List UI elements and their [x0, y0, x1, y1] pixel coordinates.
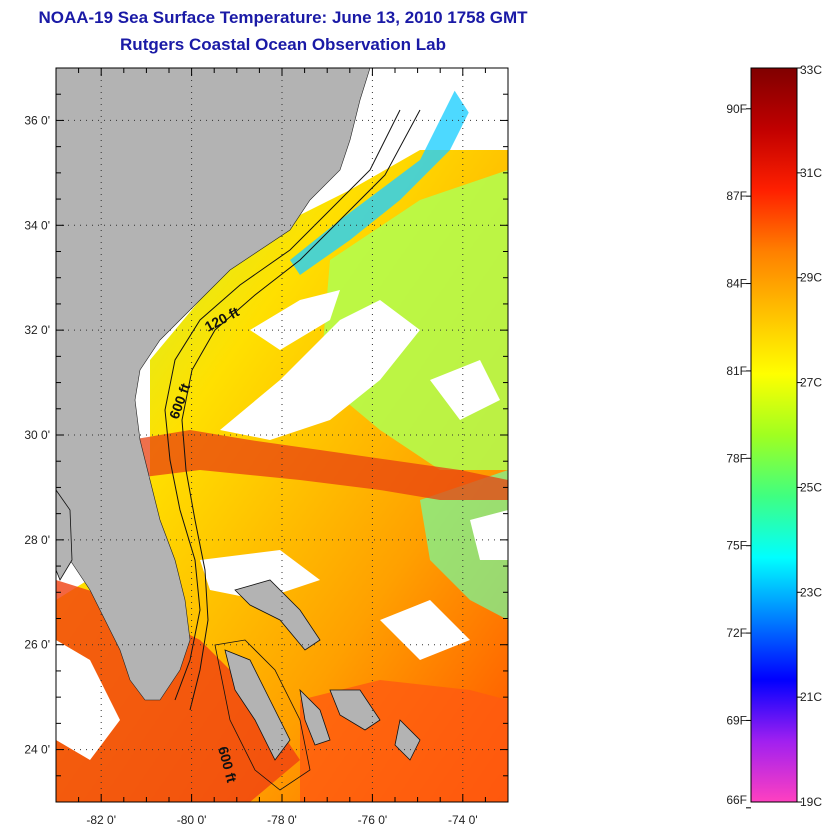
lat-tick-label: 34 0'	[24, 218, 50, 232]
celsius-label: 27C	[800, 376, 822, 390]
celsius-label: 19C	[800, 795, 822, 809]
contour-120ft	[164, 109, 401, 701]
lon-tick-label: -78 0'	[267, 813, 297, 827]
contour-bahamas	[214, 639, 311, 791]
page-subtitle: Rutgers Coastal Ocean Observation Lab	[120, 35, 446, 54]
fahrenheit-label: 72F	[726, 626, 747, 640]
fahrenheit-label: 69F	[726, 713, 747, 727]
celsius-label: 23C	[800, 585, 822, 599]
colorbar-scale	[750, 67, 798, 803]
fahrenheit-label: 84F	[726, 277, 747, 291]
celsius-label: 33C	[800, 63, 822, 77]
contour-600ft	[181, 109, 421, 711]
colorbar-fahrenheit-labels: 90F 87F 84F 81F 78F 75F 72F 69F 66F	[726, 102, 751, 809]
us-land	[56, 68, 371, 701]
lat-tick-label: 26 0'	[24, 638, 50, 652]
fahrenheit-label: 66F	[726, 793, 747, 807]
lat-tick-label: 30 0'	[24, 428, 50, 442]
fahrenheit-label: 75F	[726, 539, 747, 553]
lon-tick-label: -74 0'	[448, 813, 478, 827]
sst-field-cyan	[420, 470, 508, 620]
lat-tick-label: 32 0'	[24, 323, 50, 337]
fahrenheit-label: 81F	[726, 364, 747, 378]
bahamas-islands	[56, 489, 421, 761]
lon-tick-label: -80 0'	[177, 813, 207, 827]
lon-tick-label: -76 0'	[358, 813, 388, 827]
fahrenheit-label: 87F	[726, 189, 747, 203]
latitude-axis: 36 0' 34 0' 32 0' 30 0' 28 0' 26 0' 24 0'	[24, 67, 508, 803]
celsius-label: 25C	[800, 480, 822, 494]
celsius-label: 21C	[800, 690, 822, 704]
lat-tick-label: 36 0'	[24, 113, 50, 127]
fahrenheit-label: 90F	[726, 102, 747, 116]
celsius-label: 31C	[800, 166, 822, 180]
longitude-axis: -82 0' -80 0' -78 0' -76 0' -74 0'	[55, 68, 509, 827]
colorbar-celsius-labels: 33C 31C 29C 27C 25C 23C 21C 19C	[797, 63, 822, 809]
celsius-label: 29C	[800, 271, 822, 285]
lat-tick-label: 24 0'	[24, 743, 50, 757]
fahrenheit-label: 78F	[726, 451, 747, 465]
map-frame-content: 120 ft 600 ft 600 ft	[56, 68, 508, 802]
lat-tick-label: 28 0'	[24, 533, 50, 547]
map-gridlines	[56, 68, 508, 802]
lon-tick-label: -82 0'	[86, 813, 116, 827]
sst-field-coastal-blue	[290, 80, 480, 275]
page-title: NOAA-19 Sea Surface Temperature: June 13…	[38, 8, 528, 27]
